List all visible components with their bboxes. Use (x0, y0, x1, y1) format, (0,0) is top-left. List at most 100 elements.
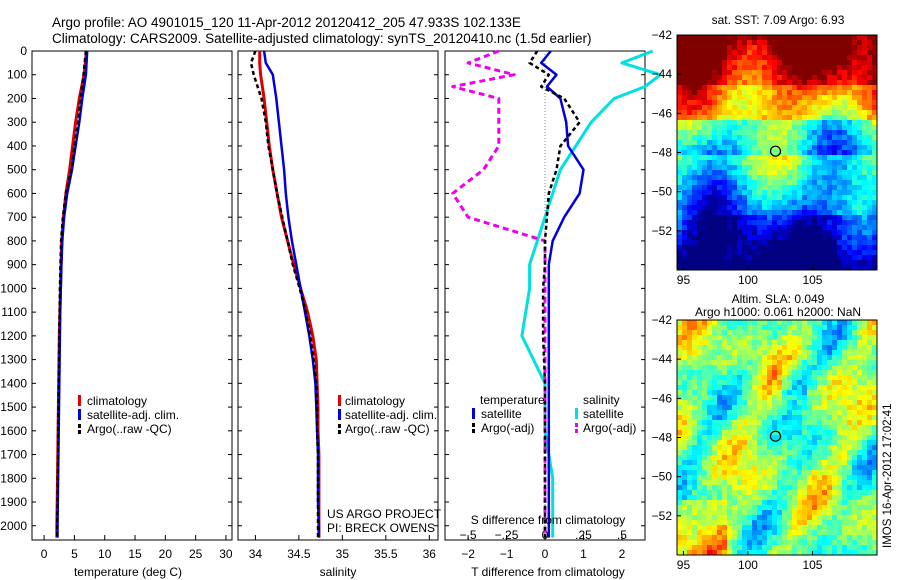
heatmap-cell (702, 235, 708, 241)
heatmap-cell (842, 365, 848, 371)
heatmap-cell (802, 515, 808, 521)
heatmap-cell (782, 160, 788, 166)
heatmap-cell (782, 255, 788, 261)
heatmap-cell (842, 480, 848, 486)
heatmap-cell (787, 465, 793, 471)
heatmap-cell (822, 350, 828, 356)
heatmap-cell (727, 80, 733, 86)
heatmap-cell (842, 90, 848, 96)
heatmap-cell (797, 50, 803, 56)
heatmap-cell (757, 245, 763, 251)
heatmap-cell (842, 65, 848, 71)
heatmap-cell (722, 375, 728, 381)
heatmap-cell (852, 385, 858, 391)
heatmap-cell (757, 110, 763, 116)
heatmap-cell (847, 115, 853, 121)
heatmap-cell (787, 475, 793, 481)
heatmap-cell (787, 220, 793, 226)
heatmap-cell (847, 460, 853, 466)
heatmap-cell (822, 370, 828, 376)
heatmap-cell (702, 455, 708, 461)
heatmap-cell (777, 340, 783, 346)
heatmap-cell (837, 180, 843, 186)
heatmap-cell (697, 360, 703, 366)
heatmap-cell (837, 545, 843, 551)
heatmap-cell (712, 140, 718, 146)
heatmap-cell (817, 210, 823, 216)
heatmap-cell (782, 220, 788, 226)
heatmap-cell (717, 390, 723, 396)
heatmap-cell (772, 395, 778, 401)
heatmap-cell (747, 90, 753, 96)
heatmap-cell (862, 155, 868, 161)
heatmap-cell (792, 385, 798, 391)
heatmap-cell (742, 240, 748, 246)
heatmap-cell (827, 240, 833, 246)
heatmap-cell (837, 240, 843, 246)
heatmap-cell (827, 320, 833, 326)
heatmap-cell (762, 375, 768, 381)
heatmap-cell (817, 335, 823, 341)
heatmap-cell (712, 525, 718, 531)
heatmap-cell (687, 355, 693, 361)
legend-swatch-argo (338, 424, 341, 428)
heatmap-cell (867, 265, 873, 271)
heatmap-cell (687, 525, 693, 531)
heatmap-cell (772, 205, 778, 211)
heatmap-cell (752, 325, 758, 331)
heatmap-cell (747, 265, 753, 271)
heatmap-cell (742, 430, 748, 436)
heatmap-cell (732, 195, 738, 201)
heatmap-cell (792, 215, 798, 221)
heatmap-cell (732, 110, 738, 116)
heatmap-cell (762, 460, 768, 466)
heatmap-cell (747, 355, 753, 361)
heatmap-cell (707, 70, 713, 76)
heatmap-cell (872, 350, 878, 356)
heatmap-cell (842, 525, 848, 531)
heatmap-cell (762, 545, 768, 551)
heatmap-cell (717, 250, 723, 256)
heatmap-cell (812, 415, 818, 421)
heatmap-cell (677, 50, 683, 56)
heatmap-cell (677, 200, 683, 206)
heatmap-cell (847, 95, 853, 101)
heatmap-cell (782, 500, 788, 506)
heatmap-cell (772, 320, 778, 326)
heatmap-cell (777, 525, 783, 531)
map-x-tick-label-0: 95 (677, 558, 691, 572)
heatmap-cell (697, 235, 703, 241)
heatmap-cell (842, 400, 848, 406)
heatmap-cell (837, 505, 843, 511)
heatmap-cell (687, 425, 693, 431)
heatmap-cell (827, 445, 833, 451)
heatmap-cell (822, 75, 828, 81)
heatmap-cell (717, 375, 723, 381)
difference-legend: temperature salinity satellite Argo(-adj… (472, 393, 636, 435)
heatmap-cell (797, 515, 803, 521)
heatmap-cell (777, 520, 783, 526)
heatmap-cell (762, 390, 768, 396)
heatmap-cell (677, 335, 683, 341)
sal-x-tick-label-4: 36 (423, 547, 437, 561)
heatmap-cell (762, 235, 768, 241)
heatmap-cell (757, 205, 763, 211)
heatmap-cell (802, 45, 808, 51)
heatmap-cell (857, 80, 863, 86)
legend-label-climatology: climatology (87, 394, 147, 408)
heatmap-cell (727, 110, 733, 116)
heatmap-cell (852, 240, 858, 246)
heatmap-cell (677, 85, 683, 91)
heatmap-cell (742, 50, 748, 56)
heatmap-cell (712, 400, 718, 406)
heatmap-cell (817, 410, 823, 416)
heatmap-cell (802, 350, 808, 356)
heatmap-cell (812, 520, 818, 526)
heatmap-cell (807, 490, 813, 496)
heatmap-cell (737, 180, 743, 186)
heatmap-cell (777, 385, 783, 391)
heatmap-cell (757, 345, 763, 351)
heatmap-cell (852, 505, 858, 511)
heatmap-cell (797, 190, 803, 196)
heatmap-cell (727, 385, 733, 391)
